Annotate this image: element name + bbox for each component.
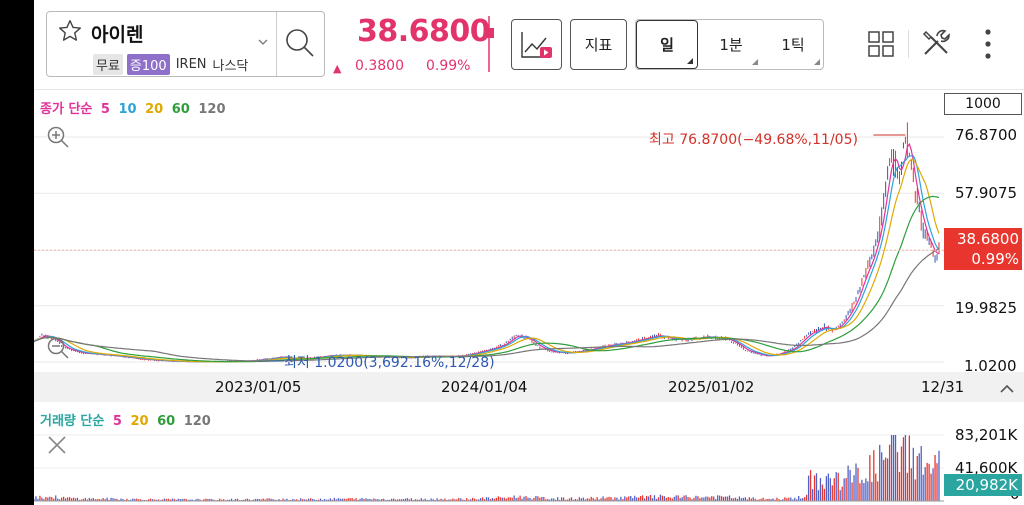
date-tick-label: 12/31 (921, 378, 965, 396)
current-price-value: 38.6800 (956, 230, 1019, 248)
market: 나스닥 (212, 59, 249, 74)
period-day-label: 일 (660, 36, 674, 54)
current-price-pct: 0.99% (971, 250, 1019, 268)
date-axis (34, 372, 1024, 402)
ma-legend-5: 5 (100, 102, 110, 117)
max-price-annotation: 최고 76.8700(−49.68%,11/05) (649, 132, 858, 148)
current-price: 38.6800 (357, 14, 491, 49)
dropdown-corner-icon (687, 58, 693, 64)
date-tick-label: 2025/01/02 (668, 378, 755, 396)
candle-count-input[interactable]: 1000 (944, 93, 1022, 115)
mini-candle-icon (484, 16, 494, 72)
ma-line-5 (34, 142, 940, 363)
zoom-in-icon[interactable] (46, 125, 70, 149)
ma-line-60 (34, 195, 940, 363)
period-1tick-button[interactable]: 1틱 (762, 20, 824, 69)
volume-legend-120: 120 (183, 414, 211, 429)
period-selector: 일 1분 1틱 (635, 19, 824, 70)
toolbar-divider (908, 30, 909, 58)
current-volume-marker: 20,982K (944, 474, 1022, 496)
volume-legend-title: 거래량 단순 (40, 414, 105, 429)
price-change-pct: 0.99% (426, 58, 471, 74)
volume-legend-5: 5 (112, 414, 122, 429)
ma-line-10 (34, 155, 940, 363)
dropdown-corner-icon (814, 59, 820, 65)
divider (276, 12, 277, 76)
stock-tags: 무료 증100 IREN 나스닥 (93, 54, 248, 75)
date-tick-label: 2024/01/04 (441, 378, 528, 396)
header-divider (34, 89, 1024, 90)
chart-type-button[interactable] (511, 19, 562, 70)
free-tag: 무료 (93, 54, 123, 75)
period-day-button[interactable]: 일 (636, 20, 698, 69)
volume-chart[interactable] (34, 402, 944, 505)
grid-layout-icon[interactable] (867, 30, 895, 58)
ma-line-120 (34, 247, 940, 362)
chevron-down-icon[interactable] (257, 36, 269, 48)
ma-legend-20: 20 (145, 102, 164, 117)
star-icon[interactable] (57, 18, 83, 44)
period-1min-label: 1분 (719, 36, 743, 54)
current-price-marker: 38.6800 0.99% (944, 228, 1022, 270)
margin-tag: 증100 (126, 54, 170, 75)
volume-tick-label: 41,600K (955, 459, 1018, 477)
y-tick-label: 19.9825 (955, 299, 1018, 317)
y-tick-label: 76.8700 (955, 126, 1018, 144)
min-price-annotation: 최저 1.0200(3,692.16%,12/28) (284, 355, 495, 371)
price-chart[interactable] (34, 90, 944, 372)
y-tick-label: 57.9075 (955, 184, 1018, 202)
volume-legend: 거래량 단순 5 20 60 120 (40, 410, 215, 429)
ma-legend-10: 10 (118, 102, 137, 117)
chevron-up-icon[interactable] (996, 378, 1018, 400)
up-triangle-icon: ▲ (333, 62, 342, 75)
more-vertical-icon[interactable] (982, 26, 994, 62)
dropdown-corner-icon (752, 59, 758, 65)
ticker: IREN (175, 57, 207, 72)
zoom-out-icon[interactable] (46, 336, 70, 360)
date-tick-label: 2023/01/05 (215, 378, 302, 396)
line-chart-play-icon (520, 31, 552, 58)
volume-tick-label: 83,201K (955, 426, 1018, 444)
period-1tick-label: 1틱 (781, 36, 805, 54)
y-tick-label: 1.0200 (964, 357, 1017, 375)
volume-legend-60: 60 (157, 414, 176, 429)
ma-legend-60: 60 (171, 102, 190, 117)
period-1min-button[interactable]: 1분 (700, 20, 762, 69)
ma-legend-120: 120 (198, 102, 226, 117)
search-icon[interactable] (283, 26, 317, 60)
volume-legend-20: 20 (130, 414, 149, 429)
stock-selector[interactable]: 아이렌 무료 증100 IREN 나스닥 (46, 11, 325, 77)
ma-legend: 종가 단순 5 10 20 60 120 (40, 98, 230, 117)
indicator-button[interactable]: 지표 (570, 19, 627, 70)
tools-icon[interactable] (921, 28, 951, 58)
price-change: 0.3800 (355, 58, 404, 74)
stock-name[interactable]: 아이렌 (91, 24, 144, 46)
close-icon[interactable] (46, 434, 68, 456)
ma-line-20 (34, 158, 940, 363)
ma-legend-title: 종가 단순 (40, 102, 93, 117)
app-window: 아이렌 무료 증100 IREN 나스닥 38.6800 ▲ 0.3800 0.… (34, 0, 1024, 505)
